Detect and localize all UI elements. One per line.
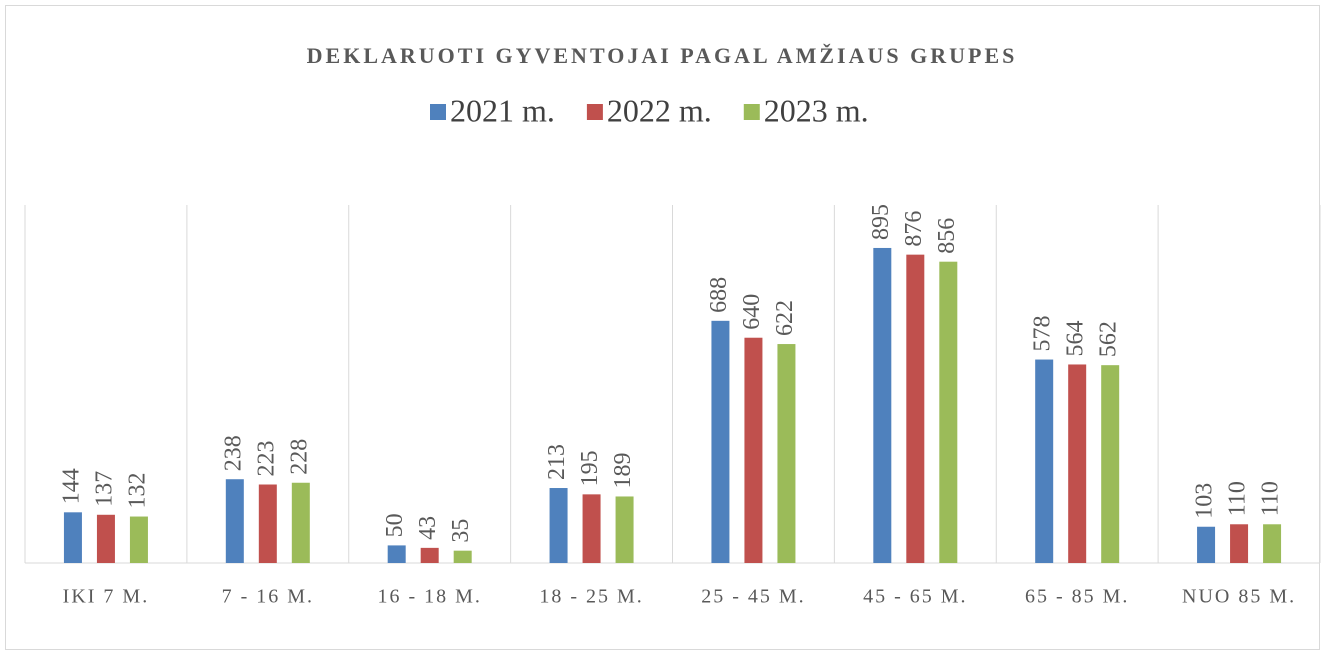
data-label: 223 <box>253 441 279 477</box>
bar <box>744 337 763 563</box>
bar <box>1197 526 1216 563</box>
data-label: 43 <box>415 516 441 540</box>
data-label: 132 <box>124 473 150 509</box>
bar <box>291 482 310 563</box>
data-label: 110 <box>1225 481 1251 516</box>
bar <box>1263 524 1282 563</box>
data-label: 622 <box>772 300 798 336</box>
data-label: 189 <box>610 452 636 488</box>
bar <box>420 547 439 563</box>
legend-swatch <box>743 104 760 120</box>
bar <box>453 550 472 563</box>
chart-title: DEKLARUOTI GYVENTOJAI PAGAL AMŽIAUS GRUP… <box>307 43 1018 68</box>
x-tick-label: 7 - 16 M. <box>222 586 314 608</box>
bar <box>939 261 958 563</box>
bar <box>258 484 277 563</box>
bar <box>1068 364 1087 563</box>
x-tick-label: 25 - 45 M. <box>701 586 805 608</box>
bar <box>225 479 244 563</box>
x-tick-label: IKI 7 M. <box>63 586 150 608</box>
bar <box>906 254 925 563</box>
x-tick-label: 16 - 18 M. <box>377 586 481 608</box>
bar <box>1035 359 1054 563</box>
bar <box>615 496 634 563</box>
x-tick-label: NUO 85 M. <box>1182 586 1296 608</box>
legend-swatch <box>586 104 603 120</box>
data-label: 238 <box>220 435 246 471</box>
bar <box>582 494 601 563</box>
data-label: 110 <box>1258 481 1284 516</box>
data-label: 856 <box>934 218 960 254</box>
x-tick-label: 65 - 85 M. <box>1025 586 1129 608</box>
bar <box>129 516 148 563</box>
bar <box>96 514 115 563</box>
data-label: 195 <box>577 450 603 486</box>
data-label: 640 <box>739 294 765 330</box>
data-label: 564 <box>1063 320 1089 356</box>
legend-swatch <box>430 104 446 120</box>
data-label: 103 <box>1192 483 1218 519</box>
x-tick-label: 18 - 25 M. <box>539 586 643 608</box>
bar <box>711 320 730 563</box>
x-tick-label: 45 - 65 M. <box>863 586 967 608</box>
bar <box>1230 524 1249 563</box>
bar <box>63 512 82 563</box>
data-label: 137 <box>91 471 117 507</box>
data-label: 144 <box>58 468 84 504</box>
data-label: 562 <box>1096 321 1122 357</box>
data-label: 50 <box>382 513 408 537</box>
data-label: 578 <box>1030 316 1056 352</box>
bar <box>777 344 796 563</box>
data-label: 35 <box>448 519 474 543</box>
legend-label: 2022 m. <box>607 92 712 128</box>
bar <box>873 247 892 563</box>
bar <box>549 488 568 563</box>
data-label: 228 <box>286 439 312 475</box>
data-label: 213 <box>544 444 570 480</box>
data-label: 876 <box>901 211 927 247</box>
data-label: 688 <box>706 277 732 313</box>
data-label: 895 <box>868 204 894 240</box>
bar <box>1101 365 1120 563</box>
bar <box>387 545 406 563</box>
legend-label: 2021 m. <box>450 92 555 128</box>
legend-label: 2023 m. <box>764 92 869 128</box>
chart-border <box>5 5 1320 650</box>
